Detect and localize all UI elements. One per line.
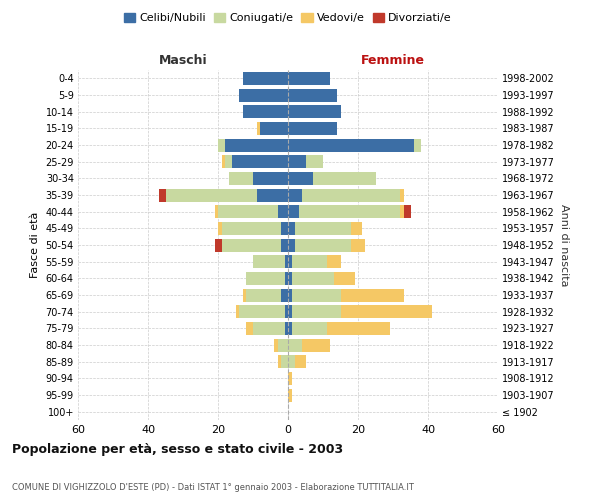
Bar <box>281 238 288 252</box>
Bar <box>341 305 431 318</box>
Bar <box>295 238 351 252</box>
Text: COMUNE DI VIGHIZZOLO D'ESTE (PD) - Dati ISTAT 1° gennaio 2003 - Elaborazione TUT: COMUNE DI VIGHIZZOLO D'ESTE (PD) - Dati … <box>12 483 414 492</box>
Bar <box>274 338 277 351</box>
Bar <box>288 205 299 218</box>
Bar <box>288 338 302 351</box>
Bar <box>246 322 253 335</box>
Bar <box>288 88 337 102</box>
Bar <box>326 322 389 335</box>
Bar <box>239 88 288 102</box>
Bar <box>295 355 305 368</box>
Legend: Celibi/Nubili, Coniugati/e, Vedovi/e, Divorziati/e: Celibi/Nubili, Coniugati/e, Vedovi/e, Di… <box>122 10 454 26</box>
Bar <box>284 272 288 285</box>
Bar <box>260 122 288 135</box>
Bar <box>225 155 232 168</box>
Bar <box>257 188 288 202</box>
Bar <box>284 305 288 318</box>
Bar <box>225 138 288 151</box>
Bar <box>351 222 361 235</box>
Bar <box>218 138 225 151</box>
Bar <box>288 172 313 185</box>
Bar <box>281 222 288 235</box>
Bar <box>400 188 404 202</box>
Bar <box>281 288 288 302</box>
Bar <box>326 255 341 268</box>
Bar <box>288 238 295 252</box>
Bar <box>288 105 341 118</box>
Bar <box>295 222 351 235</box>
Bar <box>341 288 404 302</box>
Bar <box>253 255 284 268</box>
Bar <box>292 305 341 318</box>
Bar <box>281 355 288 368</box>
Bar <box>246 272 284 285</box>
Bar <box>246 288 281 302</box>
Bar <box>242 72 288 85</box>
Bar <box>292 322 326 335</box>
Bar <box>288 188 302 202</box>
Bar <box>299 205 400 218</box>
Bar <box>239 305 284 318</box>
Bar <box>334 272 355 285</box>
Bar <box>351 238 365 252</box>
Bar <box>257 122 260 135</box>
Text: Femmine: Femmine <box>361 54 425 66</box>
Bar <box>235 305 239 318</box>
Bar <box>400 205 404 218</box>
Bar <box>229 172 253 185</box>
Text: Maschi: Maschi <box>158 54 208 66</box>
Bar <box>277 355 281 368</box>
Bar <box>284 322 288 335</box>
Bar <box>414 138 421 151</box>
Bar <box>288 72 330 85</box>
Bar <box>288 388 292 402</box>
Bar <box>253 172 288 185</box>
Bar <box>288 305 292 318</box>
Bar <box>313 172 376 185</box>
Bar <box>284 255 288 268</box>
Bar <box>404 205 410 218</box>
Bar <box>302 188 400 202</box>
Bar <box>288 222 295 235</box>
Y-axis label: Fasce di età: Fasce di età <box>30 212 40 278</box>
Bar <box>288 138 414 151</box>
Bar <box>253 322 284 335</box>
Bar <box>288 255 292 268</box>
Bar <box>221 155 225 168</box>
Bar <box>242 288 246 302</box>
Bar <box>242 105 288 118</box>
Bar <box>292 255 326 268</box>
Bar <box>288 372 292 385</box>
Bar <box>292 272 334 285</box>
Bar <box>221 222 281 235</box>
Bar <box>277 205 288 218</box>
Bar <box>302 338 330 351</box>
Bar <box>158 188 166 202</box>
Bar <box>218 205 277 218</box>
Bar <box>277 338 288 351</box>
Bar <box>288 322 292 335</box>
Bar <box>288 155 305 168</box>
Y-axis label: Anni di nascita: Anni di nascita <box>559 204 569 286</box>
Bar <box>221 238 281 252</box>
Bar <box>215 238 221 252</box>
Bar <box>288 288 292 302</box>
Bar <box>215 205 218 218</box>
Bar <box>305 155 323 168</box>
Bar <box>292 288 341 302</box>
Bar <box>288 122 337 135</box>
Bar <box>218 222 221 235</box>
Bar <box>232 155 288 168</box>
Bar <box>288 355 295 368</box>
Text: Popolazione per età, sesso e stato civile - 2003: Popolazione per età, sesso e stato civil… <box>12 442 343 456</box>
Bar <box>166 188 257 202</box>
Bar <box>288 272 292 285</box>
